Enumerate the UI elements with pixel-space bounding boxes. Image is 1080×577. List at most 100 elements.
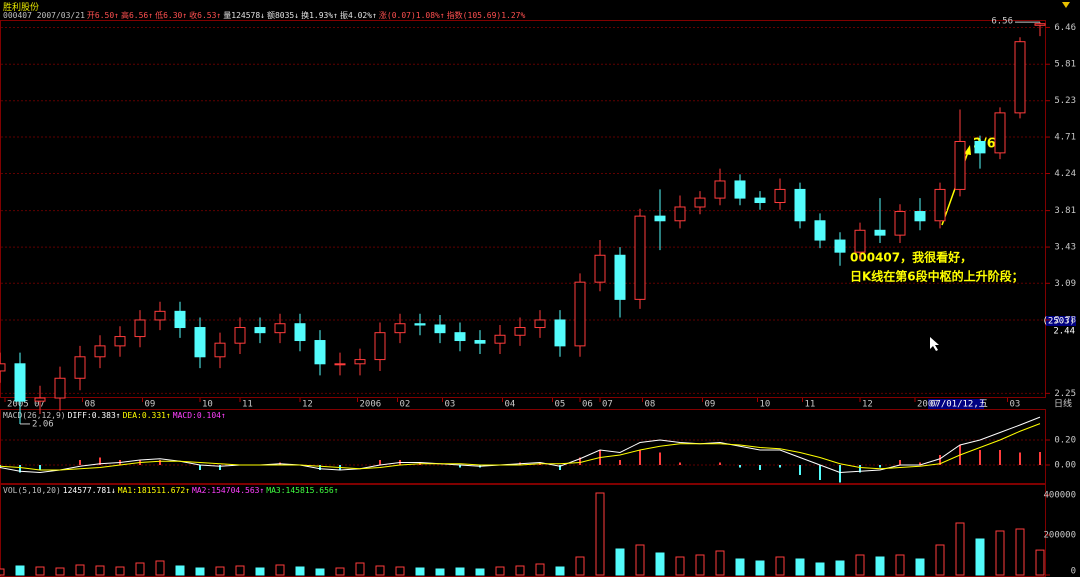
volume-bar — [415, 567, 425, 576]
legend-item: MACD(26,12,9) — [3, 411, 66, 420]
volume-bar — [175, 565, 185, 576]
legend-item: MA3:145815.656↑ — [266, 486, 339, 495]
volume-bar — [1035, 549, 1045, 576]
volume-bar — [455, 567, 465, 576]
volume-bar — [995, 530, 1005, 576]
x-tick-label: 09 — [705, 400, 716, 410]
volume-bar — [695, 554, 705, 576]
volume-bar — [795, 558, 805, 576]
candle-body — [754, 197, 766, 204]
candle-body — [14, 363, 26, 402]
candle-body — [874, 229, 886, 236]
candle-body — [934, 188, 946, 222]
legend-item: VOL(5,10,20) — [3, 486, 61, 495]
candle-body — [354, 359, 366, 365]
candle-body — [434, 324, 446, 334]
volume-bar — [115, 566, 125, 576]
y-tick-label: 200000 — [1043, 531, 1076, 541]
candle-body — [414, 323, 426, 326]
x-tick-label: 12 — [302, 400, 313, 410]
candle-body — [614, 254, 626, 300]
volume-bar — [0, 568, 5, 576]
candle-body — [254, 327, 266, 334]
x-tick-label: 2007 — [917, 400, 939, 410]
legend-item: 振4.02%↑ — [339, 11, 377, 20]
x-tick-label: 08 — [645, 400, 656, 410]
cursor-price: 2.44 — [1053, 327, 1075, 337]
candle-body — [234, 327, 246, 344]
note-line: 000407，我很看好， — [850, 250, 972, 265]
volume-bar — [515, 565, 525, 576]
candle-body — [314, 340, 326, 365]
volume-bar — [835, 560, 845, 576]
candle-body — [534, 319, 546, 329]
volume-bar — [975, 538, 985, 576]
candle-body — [574, 281, 586, 347]
candle-body — [594, 254, 606, 283]
volume-bar — [535, 563, 545, 576]
volume-bar — [195, 567, 205, 576]
legend-item: 高6.56↑ — [120, 11, 154, 20]
volume-bar — [315, 568, 325, 576]
volume-bar — [615, 548, 625, 576]
menu-icon[interactable] — [1062, 2, 1070, 8]
y-tick-label: 2.25 — [1054, 389, 1076, 399]
y-tick-label: 4.24 — [1054, 169, 1076, 179]
candle-body — [374, 332, 386, 361]
candle-body — [994, 112, 1006, 154]
volume-bar — [135, 562, 145, 576]
x-tick-label: 02 — [400, 400, 411, 410]
candle-body — [974, 140, 986, 154]
y-tick-label: 6.46 — [1054, 23, 1076, 33]
candle-body — [394, 323, 406, 334]
x-tick-label: 12 — [862, 400, 873, 410]
vol-legend: VOL(5,10,20) 124577.781↓ MA1:181511.672↑ MA… — [3, 486, 341, 495]
legend-item: MACD:0.104↑ — [172, 411, 226, 420]
legend-item: 指数(105.69)1.27% — [446, 11, 526, 20]
candle-body — [134, 319, 146, 338]
volume-bar — [675, 556, 685, 576]
x-tick-label: 07 — [602, 400, 613, 410]
legend-item: 收6.53↑ — [189, 11, 222, 20]
candle-body — [194, 327, 206, 358]
legend-item: 000407 2007/03/21 — [3, 11, 85, 20]
macd-legend: MACD(26,12,9) DIFF:0.383↑ DEA:0.331↑ MACD:0… — [3, 411, 228, 420]
low-label: 2.06 — [32, 419, 54, 429]
x-tick-label: 10 — [202, 400, 213, 410]
candle-body — [674, 206, 686, 222]
volume-bar — [375, 565, 385, 576]
candle-body — [34, 397, 46, 402]
macd-frame — [0, 409, 1046, 484]
high-label: 6.56 — [991, 17, 1013, 27]
legend-item: 涨(0.07)1.08%↑ — [378, 11, 445, 20]
candle-body — [694, 197, 706, 208]
legend-item: 开6.50↑ — [86, 11, 119, 20]
legend-item: 量124578↓ — [223, 11, 265, 20]
candle-body — [654, 215, 666, 222]
candle-body — [894, 211, 906, 236]
volume-bar — [875, 556, 885, 576]
candle-body — [74, 356, 86, 379]
volume-bar — [395, 566, 405, 576]
y-tick-label: 0.00 — [1054, 461, 1076, 471]
volume-bar — [95, 565, 105, 576]
quote-line: 000407 2007/03/21 开6.50↑ 高6.56↑ 低6.30↑ 收6.53… — [3, 10, 527, 21]
x-tick-label: 05 — [555, 400, 566, 410]
diff-line — [0, 416, 1041, 474]
volume-bar — [755, 560, 765, 576]
stock-name: 胜利股份 — [3, 3, 40, 13]
legend-item: 低6.30↑ — [155, 11, 188, 20]
candle-body — [734, 180, 746, 199]
candle-body — [334, 363, 346, 366]
volume-bar — [295, 566, 305, 576]
candle-body — [914, 211, 926, 222]
volume-bar — [255, 567, 265, 576]
candle-body — [514, 327, 526, 336]
candle-body — [714, 180, 726, 199]
y-tick-label: 3.43 — [1054, 243, 1076, 253]
candle-body — [834, 239, 846, 253]
period: 日线 — [1054, 398, 1072, 410]
volume-bar — [235, 565, 245, 576]
candle-body — [274, 323, 286, 334]
